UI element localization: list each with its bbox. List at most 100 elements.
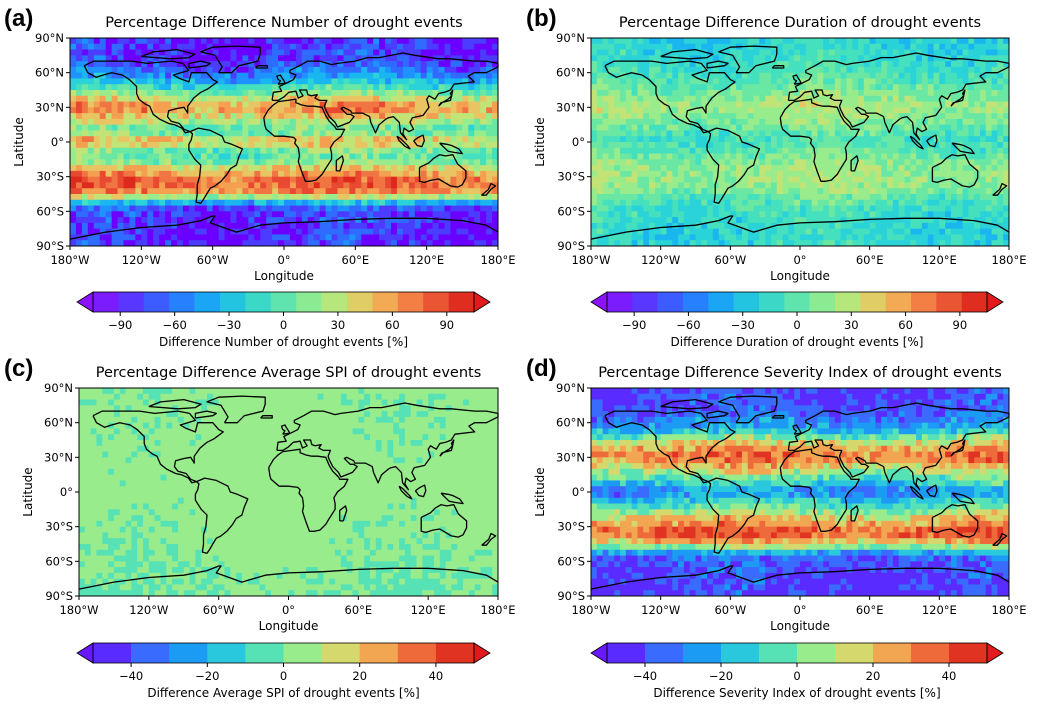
- heat-cell: [840, 66, 847, 74]
- heat-cell: [985, 72, 992, 79]
- heat-cell: [111, 136, 118, 143]
- heat-cell: [278, 130, 285, 137]
- heat-cell: [898, 194, 905, 201]
- heat-cell: [171, 107, 178, 114]
- heat-cell: [945, 136, 952, 143]
- heat-cell: [770, 136, 778, 143]
- heat-cell: [898, 130, 905, 137]
- heat-cell: [117, 95, 124, 102]
- heat-cell: [486, 61, 493, 68]
- heat-cell: [759, 194, 766, 201]
- heat-cell: [759, 90, 766, 97]
- heat-cell: [620, 118, 627, 126]
- heat-cell: [480, 234, 487, 241]
- heat-cell: [997, 130, 1004, 137]
- heat-cell: [707, 49, 714, 56]
- heat-cell: [396, 118, 404, 126]
- heat-cell: [660, 72, 667, 79]
- heat-cell: [974, 199, 981, 206]
- heat-cell: [206, 182, 214, 189]
- heat-cell: [420, 84, 428, 91]
- heat-cell: [248, 136, 255, 143]
- heat-cell: [396, 170, 404, 178]
- heat-cell: [450, 101, 457, 108]
- heat-cell: [159, 130, 166, 137]
- heat-cell: [391, 240, 398, 247]
- heat-cell: [361, 95, 368, 102]
- heat-cell: [218, 188, 225, 195]
- heat-cell: [968, 211, 975, 218]
- heat-cell: [177, 72, 184, 79]
- heat-cell: [1003, 136, 1010, 143]
- heat-cell: [117, 130, 124, 137]
- heat-cell: [631, 182, 638, 189]
- heat-cell: [724, 95, 731, 102]
- heat-cell: [625, 205, 633, 212]
- heat-cell: [165, 136, 172, 143]
- heat-cell: [99, 211, 107, 218]
- heat-cell: [141, 170, 148, 178]
- heat-cell: [736, 170, 743, 178]
- heat-cell: [278, 43, 285, 50]
- heat-cell: [730, 49, 737, 56]
- heat-cell: [730, 136, 737, 143]
- heat-cell: [805, 182, 813, 189]
- heat-cell: [313, 130, 321, 137]
- heat-cell: [736, 113, 743, 120]
- heat-cell: [637, 188, 644, 195]
- heat-cell: [846, 124, 853, 131]
- heat-cell: [111, 84, 118, 91]
- heat-cell: [266, 61, 273, 68]
- heat-cell: [991, 205, 998, 212]
- heat-cell: [301, 84, 309, 91]
- heat-cell: [385, 170, 392, 178]
- heat-cell: [313, 84, 321, 91]
- heat-cell: [724, 165, 731, 172]
- heat-cell: [654, 142, 662, 149]
- heat-cell: [985, 101, 992, 108]
- heat-cell: [75, 43, 83, 50]
- heat-cell: [800, 38, 807, 45]
- heat-cell: [968, 118, 975, 126]
- heat-cell: [875, 153, 882, 160]
- heat-cell: [817, 43, 824, 50]
- heat-cell: [672, 159, 679, 166]
- heat-cell: [1003, 217, 1010, 224]
- heat-cell: [289, 72, 297, 79]
- heat-cell: [817, 147, 824, 154]
- heat-cell: [718, 84, 725, 91]
- heat-cell: [75, 130, 83, 137]
- heat-cell: [794, 90, 801, 97]
- heat-cell: [343, 118, 350, 126]
- heat-cell: [331, 55, 338, 62]
- heat-cell: [643, 136, 650, 143]
- heat-cell: [272, 159, 279, 166]
- heat-cell: [747, 113, 754, 120]
- heat-cell: [869, 95, 876, 102]
- heat-cell: [823, 142, 830, 149]
- heat-cell: [260, 153, 267, 160]
- heat-cell: [260, 72, 267, 79]
- heat-cell: [75, 205, 83, 212]
- heat-cell: [486, 101, 493, 108]
- heat-cell: [492, 38, 499, 45]
- heat-cell: [829, 130, 836, 137]
- heat-cell: [135, 153, 142, 160]
- heat-cell: [272, 228, 279, 235]
- coastline: [188, 127, 244, 204]
- heat-cell: [881, 165, 888, 172]
- heat-cell: [741, 66, 749, 74]
- heat-cell: [141, 49, 148, 56]
- heat-cell: [759, 130, 766, 137]
- heat-cell: [759, 95, 766, 102]
- heat-cell: [254, 228, 261, 235]
- colorbar-tick-label: 60: [385, 318, 400, 332]
- heat-cell: [307, 38, 315, 45]
- heat-cell: [858, 205, 865, 212]
- heat-cell: [337, 113, 344, 120]
- heat-cell: [474, 84, 481, 91]
- heat-cell: [141, 153, 148, 160]
- heat-cell: [933, 182, 940, 189]
- heat-cell: [278, 113, 285, 120]
- heat-cell: [765, 130, 772, 137]
